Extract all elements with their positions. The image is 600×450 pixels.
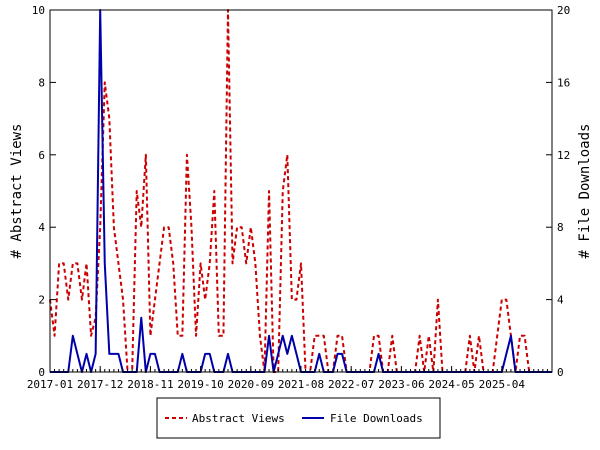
plot-area	[49, 9, 552, 373]
y-tick-label-left: 0	[38, 366, 45, 379]
y-tick-label-left: 4	[38, 221, 45, 234]
legend: Abstract Views File Downloads	[156, 397, 441, 439]
x-tick-label: 2017-12	[77, 378, 123, 391]
y-tick-label-right: 12	[557, 149, 570, 162]
y-axis-title-right: # File Downloads	[577, 124, 593, 259]
plot-frame	[49, 9, 553, 373]
y-tick-label-left: 2	[38, 294, 45, 307]
x-tick-label: 2022-07	[328, 378, 374, 391]
y-tick-label-right: 4	[557, 294, 564, 307]
y-axis-title-left: # Abstract Views	[9, 124, 25, 259]
axes: 0 2 4 6 8 10 0 4 8 12 16 20 2017-01 2017-12 2018-11 201…	[27, 4, 570, 391]
legend-label-abstract-views: Abstract Views	[192, 412, 285, 425]
y-tick-label-left: 8	[38, 76, 45, 89]
legend-label-file-downloads: File Downloads	[330, 412, 423, 425]
series-line-abstract-views	[49, 9, 552, 373]
y-tick-label-left: 6	[38, 149, 45, 162]
x-tick-label: 2017-01	[27, 378, 73, 391]
x-tick-label: 2021-08	[278, 378, 324, 391]
y-tick-label-right: 0	[557, 366, 564, 379]
series-line-file-downloads	[50, 9, 552, 373]
x-tick-label: 2018-11	[127, 378, 173, 391]
y-tick-label-right: 8	[557, 221, 564, 234]
x-tick-label: 2020-09	[228, 378, 274, 391]
x-tick-label: 2025-04	[479, 378, 526, 391]
y-tick-label-right: 20	[557, 4, 570, 17]
legend-frame	[156, 397, 441, 439]
x-tick-label: 2019-10	[177, 378, 223, 391]
y-tick-label-left: 10	[32, 4, 45, 17]
x-tick-label: 2024-05	[428, 378, 474, 391]
x-tick-label: 2023-06	[378, 378, 424, 391]
y-tick-label-right: 16	[557, 76, 570, 89]
